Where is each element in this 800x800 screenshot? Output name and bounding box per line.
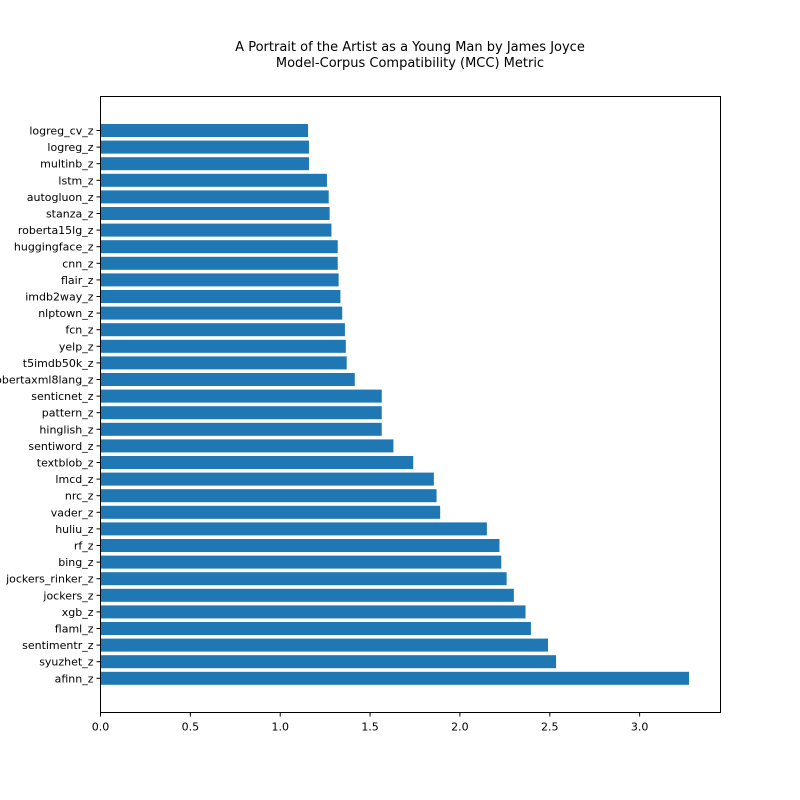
y-tick-label: hinglish_z xyxy=(39,423,93,436)
bar-huggingface_z xyxy=(100,240,338,254)
bar-rf_z xyxy=(100,539,500,552)
y-tick-label: bing_z xyxy=(58,556,93,569)
bar-yelp_z xyxy=(100,339,346,353)
x-tick-label: 1.5 xyxy=(361,721,379,734)
bar-sentimentr_z xyxy=(100,638,548,652)
y-tick-label: lstm_z xyxy=(58,174,93,187)
bar-imdb2way_z xyxy=(100,290,341,303)
chart-title-line-2: Model-Corpus Compatibility (MCC) Metric xyxy=(276,56,544,71)
bar-multinb_z xyxy=(100,157,309,171)
y-tick-label: jockers_rinker_z xyxy=(5,573,94,586)
chart-title-line-1: A Portrait of the Artist as a Young Man … xyxy=(235,40,585,55)
bar-lstm_z xyxy=(100,173,327,187)
y-tick-label: flair_z xyxy=(61,274,94,287)
x-tick-label: 3.0 xyxy=(631,721,649,734)
y-tick-label: pattern_z xyxy=(42,407,94,420)
y-tick-label: logreg_cv_z xyxy=(29,125,93,138)
bar-xgb_z xyxy=(100,605,526,619)
x-tick-label: 2.5 xyxy=(541,721,559,734)
y-tick-label: robertaxml8lang_z xyxy=(0,374,94,387)
bar-nrc_z xyxy=(100,489,437,503)
bar-textblob_z xyxy=(100,456,414,469)
x-tick-label: 2.0 xyxy=(451,721,469,734)
y-tick-label: huliu_z xyxy=(55,523,94,536)
y-tick-label: multinb_z xyxy=(40,158,94,171)
y-tick-label: textblob_z xyxy=(37,457,94,470)
bar-fcn_z xyxy=(100,323,345,337)
bar-t5imdb50k_z xyxy=(100,356,347,370)
y-tick-label: nlptown_z xyxy=(38,307,94,320)
y-tick-label: jockers_z xyxy=(42,589,93,602)
y-tick-label: cnn_z xyxy=(62,257,93,270)
y-tick-label: sentimentr_z xyxy=(22,639,94,652)
y-tick-label: vader_z xyxy=(51,506,94,519)
bar-stanza_z xyxy=(100,207,330,220)
bar-jockers_z xyxy=(100,588,514,602)
bar-autogluon_z xyxy=(100,190,329,204)
bar-syuzhet_z xyxy=(100,655,557,669)
y-tick-label: nrc_z xyxy=(65,490,94,503)
x-tick-label: 0.0 xyxy=(92,721,110,734)
bar-bing_z xyxy=(100,555,502,569)
bar-hinglish_z xyxy=(100,422,382,436)
y-tick-label: senticnet_z xyxy=(31,390,93,403)
bar-senticnet_z xyxy=(100,389,382,403)
chart-title: A Portrait of the Artist as a Young Man … xyxy=(235,40,585,71)
y-tick-label: syuzhet_z xyxy=(39,656,94,669)
bar-robertaxml8lang_z xyxy=(100,373,355,386)
y-tick-label: rf_z xyxy=(74,540,94,553)
y-tick-label: xgb_z xyxy=(62,606,94,619)
bar-sentiword_z xyxy=(100,439,394,453)
y-tick-label: sentiword_z xyxy=(28,440,93,453)
y-axis-ticks: logreg_cv_z logreg_z multinb_z lstm_zautogl… xyxy=(0,125,101,685)
bar-cnn_z xyxy=(100,256,338,270)
y-tick-label: logreg_z xyxy=(47,141,93,154)
bar-logreg_cv_z xyxy=(100,124,309,137)
y-tick-label: t5imdb50k_z xyxy=(23,357,94,370)
bar-flair_z xyxy=(100,273,339,287)
y-tick-label: imdb2way_z xyxy=(25,291,93,304)
y-tick-label: stanza_z xyxy=(46,208,94,221)
bar-logreg_z xyxy=(100,140,309,154)
y-tick-label: huggingface_z xyxy=(14,241,94,254)
bar-jockers_rinker_z xyxy=(100,572,507,586)
y-tick-label: autogluon_z xyxy=(27,191,94,204)
bar-afinn_z xyxy=(100,671,690,685)
x-tick-label: 0.5 xyxy=(182,721,200,734)
bar-lmcd_z xyxy=(100,472,434,486)
y-tick-label: flaml_z xyxy=(55,623,94,636)
bar-roberta15lg_z xyxy=(100,223,332,237)
y-tick-label: fcn_z xyxy=(65,324,93,337)
y-tick-label: roberta15lg_z xyxy=(18,224,94,237)
bar-vader_z xyxy=(100,505,441,519)
bar-nlptown_z xyxy=(100,306,343,320)
x-axis-ticks: 0.0 0.5 1.0 1.5 2.0 2.5 3.0 xyxy=(92,712,649,734)
x-tick-label: 1.0 xyxy=(271,721,289,734)
plot-frame xyxy=(100,96,721,713)
bar-flaml_z xyxy=(100,622,531,635)
y-tick-label: lmcd_z xyxy=(55,473,93,486)
bar-huliu_z xyxy=(100,522,487,536)
y-tick-label: yelp_z xyxy=(59,340,94,353)
bars xyxy=(100,124,690,685)
y-tick-label: afinn_z xyxy=(55,672,94,685)
bar-pattern_z xyxy=(100,406,382,420)
